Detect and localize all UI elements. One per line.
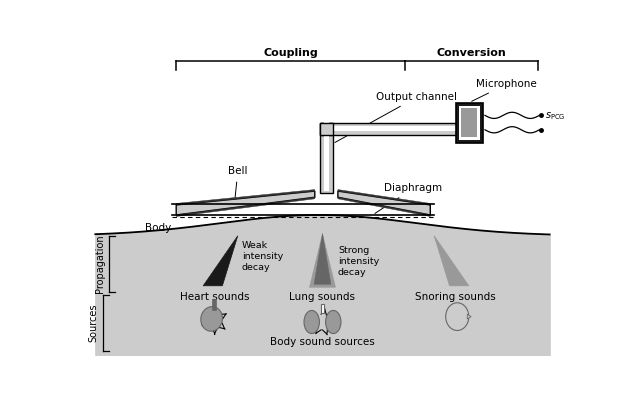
Text: Snoring sounds: Snoring sounds: [415, 292, 496, 302]
Polygon shape: [176, 191, 315, 215]
Polygon shape: [176, 197, 315, 217]
Ellipse shape: [446, 303, 469, 330]
Text: Lung sounds: Lung sounds: [290, 292, 356, 302]
FancyBboxPatch shape: [321, 304, 324, 313]
Polygon shape: [338, 190, 430, 205]
Bar: [322, 126, 458, 131]
Polygon shape: [309, 233, 335, 287]
Bar: [459, 106, 480, 140]
Ellipse shape: [304, 310, 319, 334]
Text: Bell: Bell: [228, 166, 248, 206]
Text: Body: Body: [145, 223, 172, 233]
Text: Diaphragm: Diaphragm: [375, 184, 442, 213]
Bar: [320, 122, 332, 135]
Text: Body sound sources: Body sound sources: [270, 338, 375, 348]
Bar: [320, 122, 456, 135]
Polygon shape: [338, 191, 430, 215]
FancyBboxPatch shape: [212, 299, 216, 310]
Polygon shape: [203, 236, 238, 286]
Text: Weak
intensity
decay: Weak intensity decay: [241, 241, 283, 272]
Polygon shape: [434, 236, 469, 286]
Text: Output channel: Output channel: [335, 92, 457, 142]
Polygon shape: [467, 314, 471, 319]
Bar: [461, 108, 477, 137]
Text: Conversion: Conversion: [436, 48, 507, 58]
Bar: [456, 103, 483, 142]
Bar: [324, 120, 329, 191]
Polygon shape: [338, 197, 430, 217]
Ellipse shape: [201, 307, 223, 331]
Text: Microphone: Microphone: [472, 79, 537, 101]
Text: Coupling: Coupling: [263, 48, 318, 58]
Text: Strong
intensity
decay: Strong intensity decay: [338, 245, 379, 277]
Polygon shape: [176, 190, 315, 205]
Text: $s_{\mathrm{PCG}}$: $s_{\mathrm{PCG}}$: [545, 110, 566, 122]
Text: Heart sounds: Heart sounds: [180, 292, 250, 302]
Polygon shape: [314, 233, 331, 284]
Text: Propagation: Propagation: [95, 235, 105, 293]
Ellipse shape: [325, 310, 341, 334]
Bar: [320, 122, 332, 194]
Text: Sources: Sources: [89, 304, 99, 342]
